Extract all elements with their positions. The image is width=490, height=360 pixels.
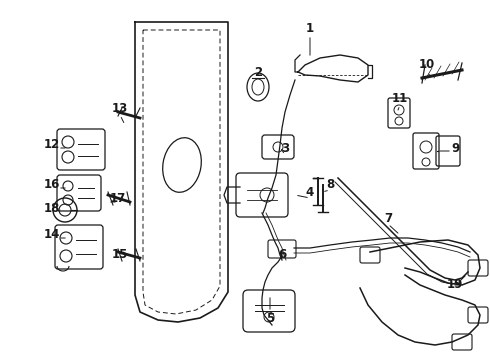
Text: 9: 9 (451, 141, 459, 154)
Text: 6: 6 (278, 248, 286, 261)
Text: 8: 8 (326, 179, 334, 192)
Text: 3: 3 (281, 141, 289, 154)
Text: 15: 15 (112, 248, 128, 261)
Text: 17: 17 (110, 192, 126, 204)
Text: 7: 7 (384, 211, 392, 225)
Text: 5: 5 (266, 311, 274, 324)
Text: 16: 16 (44, 179, 60, 192)
Text: 1: 1 (306, 22, 314, 35)
Text: 10: 10 (419, 58, 435, 72)
Text: 2: 2 (254, 66, 262, 78)
Text: 13: 13 (112, 102, 128, 114)
Text: 4: 4 (306, 185, 314, 198)
Text: 19: 19 (447, 279, 463, 292)
Text: 18: 18 (44, 202, 60, 215)
Text: 12: 12 (44, 139, 60, 152)
Text: 11: 11 (392, 91, 408, 104)
Text: 14: 14 (44, 229, 60, 242)
